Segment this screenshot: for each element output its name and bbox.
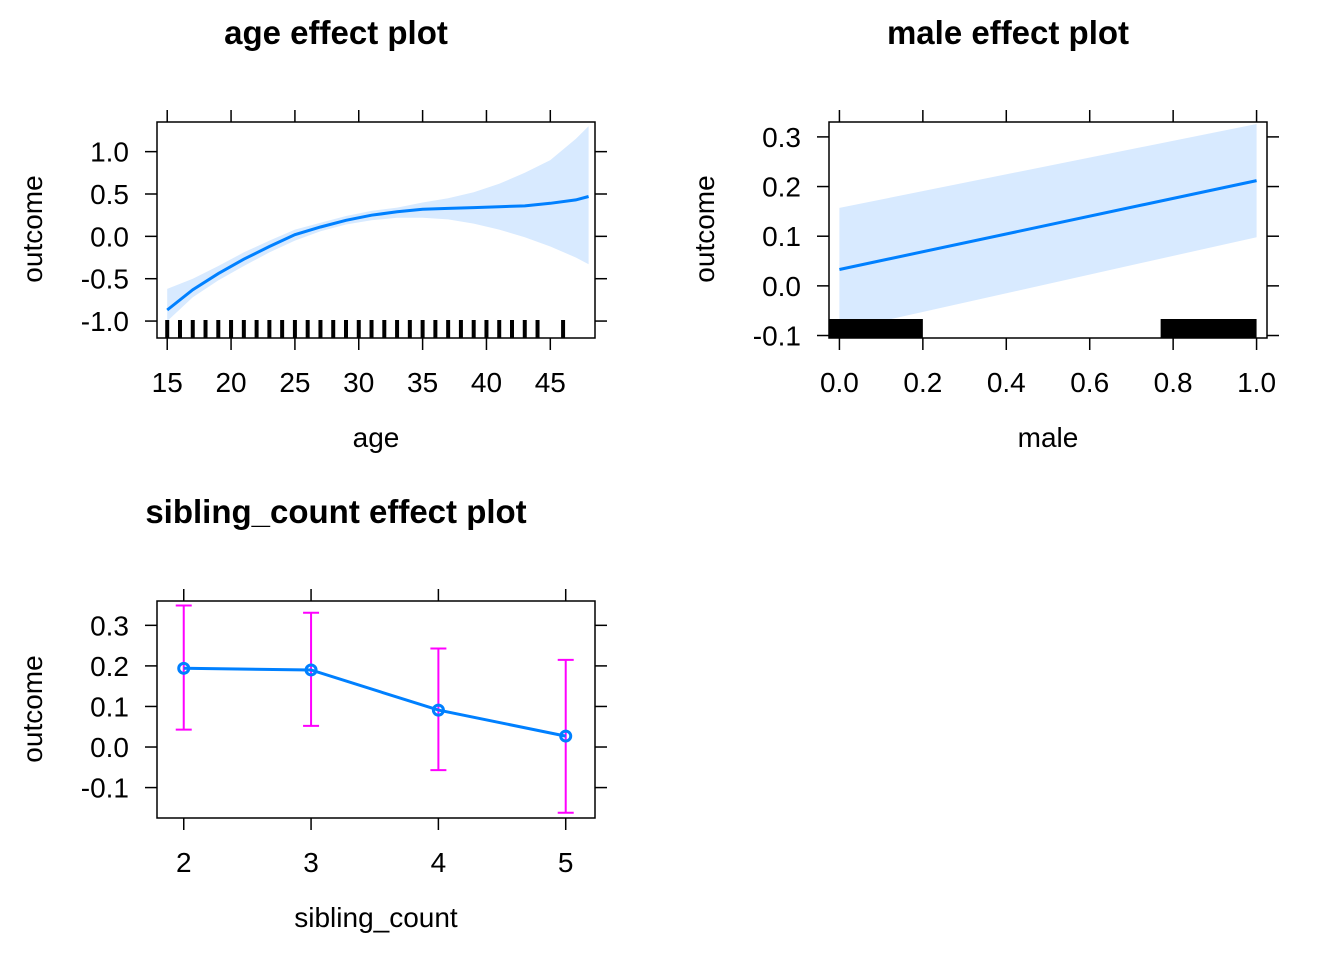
age-x-axis-label: age	[353, 422, 400, 453]
male-y-tick-label: 0.3	[762, 122, 801, 153]
sibling-count-plot-frame	[156, 600, 596, 819]
sibling-count-x-tick-label: 5	[558, 847, 574, 878]
sibling-count-x-tick-label: 3	[303, 847, 319, 878]
male-y-tick-label: 0.1	[762, 221, 801, 252]
sibling-count-plot-title: sibling_count effect plot	[145, 493, 526, 530]
age-x-tick-label: 45	[535, 367, 566, 398]
sibling-count-effect-line	[183, 666, 567, 738]
male-x-axis-label: male	[1018, 422, 1079, 453]
male-confidence-band	[839, 124, 1257, 331]
age-confidence-band	[167, 126, 589, 322]
sibling-count-data-point	[431, 703, 445, 717]
male-rug-block	[829, 319, 923, 338]
sibling-count-x-tick-label: 4	[431, 847, 447, 878]
age-y-axis-label: outcome	[17, 175, 48, 282]
age-y-tick-label: 1.0	[90, 137, 129, 168]
male-y-tick-label: 0.0	[762, 271, 801, 302]
sibling-count-y-tick-label: -0.1	[81, 773, 129, 804]
sibling-count-data-point	[559, 729, 573, 743]
sibling-count-data-point	[177, 661, 191, 675]
age-x-tick-label: 25	[279, 367, 310, 398]
male-x-tick-label: 0.4	[987, 367, 1026, 398]
age-y-tick-label: 0.5	[90, 179, 129, 210]
age-plot-title: age effect plot	[224, 14, 448, 51]
male-effect-panel: male effect plot male outcome 0.0 0.2 0.4 0…	[689, 14, 1279, 453]
age-x-tick-label: 30	[343, 367, 374, 398]
age-y-tick-label: 0.0	[90, 221, 129, 252]
male-x-tick-label: 0.0	[820, 367, 859, 398]
male-x-tick-label: 0.6	[1070, 367, 1109, 398]
male-rug-block	[1160, 319, 1257, 338]
age-plot-frame	[156, 121, 596, 339]
sibling-count-y-tick-label: 0.1	[90, 691, 129, 722]
age-effect-line	[166, 195, 589, 312]
male-x-tick-label: 0.8	[1154, 367, 1193, 398]
age-x-tick-label: 15	[152, 367, 183, 398]
sibling-count-effect-panel: sibling_count effect plot sibling_count …	[17, 493, 607, 933]
male-plot-frame	[828, 121, 1268, 339]
male-y-tick-label: -0.1	[753, 321, 801, 352]
age-effect-panel: age effect plot age outcome 15 20 25 30 35 40…	[17, 14, 607, 453]
age-y-tick-label: -1.0	[81, 306, 129, 337]
male-x-tick-label: 1.0	[1237, 367, 1276, 398]
sibling-count-x-axis-label: sibling_count	[294, 902, 458, 933]
sibling-count-y-tick-label: 0.3	[90, 610, 129, 641]
age-x-tick-label: 20	[215, 367, 246, 398]
sibling-count-y-axis-label: outcome	[17, 655, 48, 762]
male-y-tick-label: 0.2	[762, 172, 801, 203]
sibling-count-data-point	[304, 663, 318, 677]
male-plot-title: male effect plot	[887, 14, 1129, 51]
male-effect-line	[839, 179, 1257, 271]
age-y-tick-label: -0.5	[81, 264, 129, 295]
male-y-axis-label: outcome	[689, 175, 720, 282]
age-x-tick-label: 35	[407, 367, 438, 398]
sibling-count-y-tick-label: 0.0	[90, 732, 129, 763]
sibling-count-x-tick-label: 2	[176, 847, 192, 878]
sibling-count-y-tick-label: 0.2	[90, 651, 129, 682]
male-x-tick-label: 0.2	[903, 367, 942, 398]
age-x-tick-label: 40	[471, 367, 502, 398]
